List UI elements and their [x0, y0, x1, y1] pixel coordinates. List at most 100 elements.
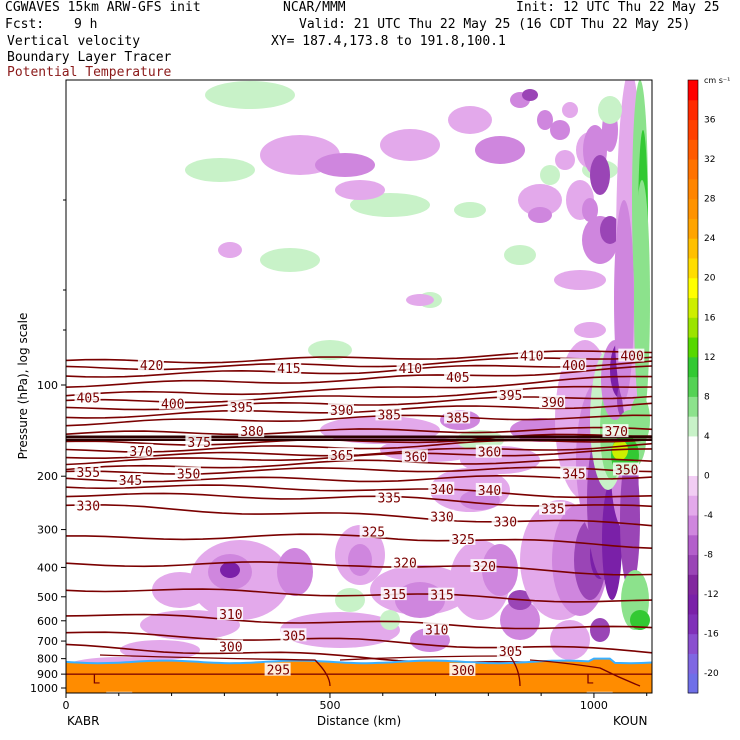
terrain-contour: [99, 654, 331, 687]
colorbar-swatch: [688, 594, 698, 615]
velocity-region: [260, 248, 320, 272]
velocity-region: [582, 198, 598, 222]
colorbar-swatch: [688, 80, 698, 101]
theta-label-bg: [602, 424, 629, 438]
model-title: CGWAVES 15km ARW-GFS init: [5, 0, 201, 15]
theta-contour-line: [66, 613, 652, 630]
theta-label-bg: [74, 498, 101, 512]
colorbar-swatch: [688, 475, 698, 496]
theta-contour-label: 370: [129, 445, 152, 460]
colorbar-swatch: [688, 238, 698, 259]
theta-label-bg: [422, 622, 449, 636]
x-axis-label: Distance (km): [317, 714, 401, 728]
theta-label-bg: [127, 443, 154, 457]
theta-contour-line: [66, 561, 652, 576]
theta-label-bg: [428, 481, 455, 495]
low-marker: L: [92, 672, 100, 687]
colorbar-swatch: [688, 277, 698, 299]
colorbar-swatch: [688, 297, 698, 318]
theta-contour-label: 335: [541, 503, 564, 518]
theta-label-bg: [491, 514, 518, 528]
colorbar-swatch: [688, 376, 698, 397]
theta-label-bg: [137, 358, 164, 372]
theta-contour-label: 370: [604, 425, 627, 440]
y-tick-label: 800: [37, 653, 58, 666]
theta-label-bg: [396, 361, 423, 375]
theta-label-bg: [174, 466, 201, 480]
theta-label-bg: [428, 509, 455, 523]
theta-contour-line: [66, 442, 652, 460]
colorbar-swatch: [688, 337, 698, 358]
theta-contour-label: 290: [108, 693, 131, 708]
theta-label-bg: [449, 662, 476, 676]
velocity-region: [630, 610, 650, 630]
right-endpoint-label: KOUN: [613, 714, 647, 728]
velocity-region: [185, 158, 255, 182]
colorbar-swatch: [688, 139, 698, 160]
colorbar-swatch: [688, 198, 698, 219]
theta-contour-label: 330: [77, 500, 100, 515]
colorbar-swatch: [688, 495, 698, 516]
theta-contour-label: 400: [620, 350, 643, 365]
theta-contour-label: 305: [499, 645, 522, 660]
theta-contour-label: 295: [267, 664, 290, 679]
colorbar-label: 8: [704, 392, 710, 402]
theta-contour-label: 330: [494, 515, 517, 530]
theta-contour-label: 310: [425, 623, 448, 638]
colorbar-label: -4: [704, 511, 713, 521]
colorbar-swatch: [688, 673, 698, 694]
theta-contour-label: 405: [446, 371, 469, 386]
theta-label-bg: [391, 555, 418, 569]
theta-contour-label: 350: [177, 468, 200, 483]
theta-contour-label: 360: [478, 446, 501, 461]
colorbar-swatch: [688, 554, 698, 575]
forecast-label: Fcst:: [5, 17, 45, 32]
colorbar-swatch: [688, 653, 698, 674]
velocity-region: [504, 245, 536, 265]
theta-label-bg: [217, 607, 244, 621]
velocity-region: [218, 242, 242, 258]
colorbar-label: -8: [704, 551, 713, 561]
theta-label-bg: [560, 358, 587, 372]
velocity-region: [555, 150, 575, 170]
colorbar-swatch: [688, 416, 698, 437]
velocity-region: [380, 610, 400, 630]
velocity-region: [600, 216, 620, 244]
colorbar-swatch: [688, 317, 698, 338]
velocity-region: [550, 620, 590, 660]
colorbar-swatch: [688, 574, 698, 595]
theta-contour-label: 400: [562, 359, 585, 374]
colorbar-label: -12: [704, 590, 719, 600]
theta-contour-line: [66, 484, 652, 499]
left-endpoint-label: KABR: [67, 714, 99, 728]
y-tick-label: 700: [37, 635, 58, 648]
theta-contour-line: [66, 631, 652, 654]
theta-contour-line: [66, 426, 652, 436]
velocity-region: [448, 106, 492, 134]
theta-contour-label: 410: [399, 362, 422, 377]
terrain-contour: [339, 655, 521, 687]
colorbar-label: 16: [704, 313, 716, 323]
theta-contour-label: 390: [541, 396, 564, 411]
velocity-region: [335, 588, 365, 612]
theta-contour-label: 415: [277, 362, 300, 377]
theta-contour-line: [66, 533, 652, 549]
theta-contour-label: 380: [240, 425, 263, 440]
velocity-region: [277, 548, 313, 596]
velocity-region: [528, 207, 552, 223]
velocity-region: [522, 89, 538, 101]
colorbar-swatch: [688, 99, 698, 121]
y-tick-label: 100: [37, 379, 58, 392]
org-label: NCAR/MMM: [283, 0, 346, 15]
theta-contour-line: [66, 504, 652, 527]
velocity-region: [380, 129, 440, 161]
y-tick-label: 200: [37, 470, 58, 483]
theta-label-bg: [327, 403, 354, 417]
colorbar-swatch: [688, 633, 698, 654]
y-tick-label: 600: [37, 615, 58, 628]
theta-label-bg: [116, 473, 143, 487]
theta-contour-label: 330: [430, 511, 453, 526]
colorbar-swatch: [688, 119, 698, 140]
theta-label-bg: [185, 434, 212, 448]
